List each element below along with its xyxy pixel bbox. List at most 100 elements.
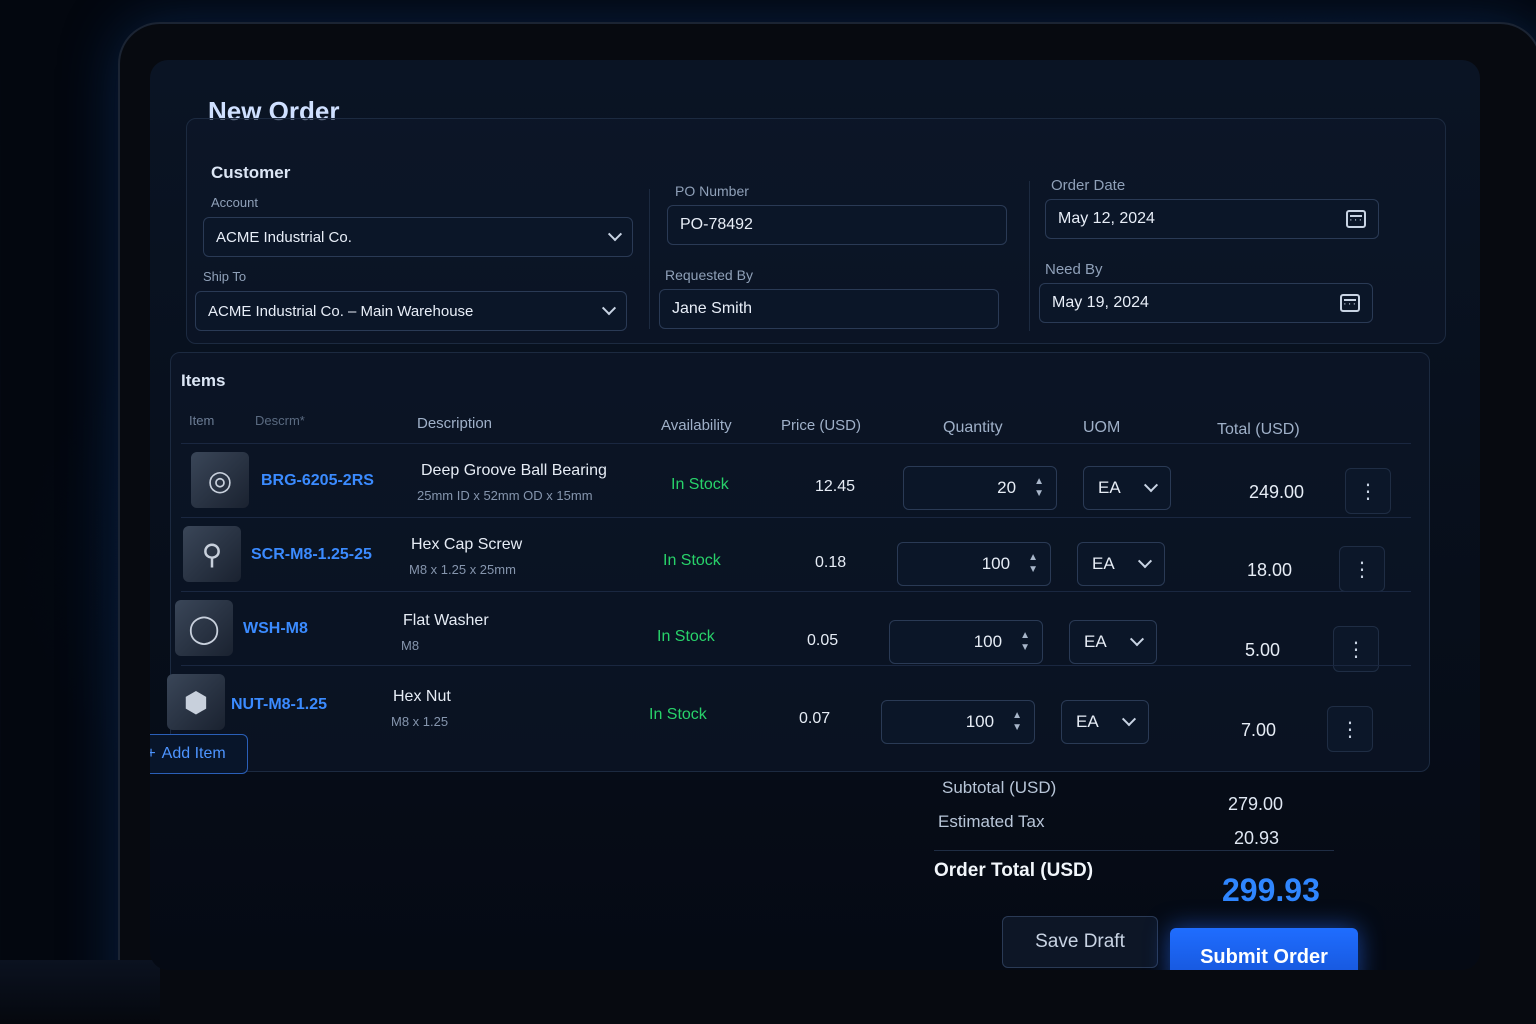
table-row: ⚲ SCR-M8-1.25-25 Hex Cap Screw M8 x 1.25… bbox=[181, 517, 1411, 592]
row-menu-icon[interactable]: ⋮ bbox=[1345, 468, 1391, 514]
line-total: 7.00 bbox=[1241, 720, 1277, 740]
save-draft-button[interactable]: Save Draft bbox=[1002, 916, 1158, 968]
row-menu-icon[interactable]: ⋮ bbox=[1333, 626, 1379, 672]
item-name: Hex Cap Screw bbox=[411, 536, 523, 553]
quantity-stepper[interactable]: 100 ▲ ▼ bbox=[881, 700, 1035, 744]
calendar-icon[interactable] bbox=[1340, 294, 1360, 312]
col-description: Description bbox=[417, 415, 493, 432]
subtotal-value: 279.00 bbox=[1228, 794, 1284, 814]
quantity-stepper[interactable]: 100 ▲ ▼ bbox=[897, 542, 1051, 586]
quantity-value: 20 bbox=[997, 478, 1017, 497]
requested-by-value: Jane Smith bbox=[672, 300, 753, 317]
col-quantity: Quantity bbox=[943, 419, 1003, 436]
availability-status: In Stock bbox=[671, 476, 729, 493]
add-item-button[interactable]: + Add Item bbox=[150, 734, 248, 774]
col-availability: Availability bbox=[661, 417, 732, 434]
app-screen: New Order Customer Account ACME Industri… bbox=[150, 60, 1480, 970]
col-price: Price (USD) bbox=[781, 417, 862, 434]
uom-value: EA bbox=[1098, 478, 1121, 497]
item-name: Hex Nut bbox=[393, 688, 451, 705]
quantity-stepper[interactable]: 100 ▲ ▼ bbox=[889, 620, 1043, 664]
order-total-label: Order Total (USD) bbox=[934, 860, 1094, 881]
quantity-value: 100 bbox=[981, 554, 1011, 573]
chevron-down-icon bbox=[1143, 478, 1159, 493]
customer-section-title: Customer bbox=[211, 163, 291, 182]
availability-status: In Stock bbox=[657, 628, 715, 645]
shipto-select[interactable]: ACME Industrial Co. – Main Warehouse bbox=[195, 291, 627, 331]
subtotal-label: Subtotal (USD) bbox=[942, 778, 1057, 797]
table-row: ⬢ NUT-M8-1.25 Hex Nut M8 x 1.25 In Stock… bbox=[167, 665, 1411, 752]
order-date-label: Order Date bbox=[1051, 177, 1126, 194]
washer-icon: ◯ bbox=[175, 600, 233, 656]
order-date-input[interactable]: May 12, 2024 bbox=[1045, 199, 1379, 239]
item-spec: M8 x 1.25 bbox=[391, 714, 449, 729]
shipto-value: ACME Industrial Co. – Main Warehouse bbox=[208, 302, 474, 320]
tax-label: Estimated Tax bbox=[938, 812, 1045, 831]
chevron-down-icon bbox=[1121, 712, 1137, 727]
column-divider bbox=[649, 189, 650, 329]
uom-select[interactable]: EA bbox=[1069, 620, 1157, 664]
add-item-label: Add Item bbox=[161, 745, 226, 762]
stepper-arrows-icon[interactable]: ▲ ▼ bbox=[1028, 552, 1038, 575]
laptop-keyboard bbox=[0, 960, 160, 1024]
stepper-arrows-icon[interactable]: ▲ ▼ bbox=[1012, 710, 1022, 733]
unit-price: 12.45 bbox=[815, 478, 856, 495]
uom-select[interactable]: EA bbox=[1061, 700, 1149, 744]
chevron-down-icon bbox=[601, 301, 617, 316]
unit-price: 0.18 bbox=[815, 554, 847, 571]
chevron-down-icon bbox=[1137, 554, 1153, 569]
screw-icon: ⚲ bbox=[183, 526, 241, 582]
po-number-value: PO-78492 bbox=[680, 216, 753, 233]
availability-status: In Stock bbox=[663, 552, 721, 569]
shipto-label: Ship To bbox=[203, 269, 247, 284]
calendar-icon[interactable] bbox=[1346, 210, 1366, 228]
account-label: Account bbox=[211, 195, 258, 210]
row-menu-icon[interactable]: ⋮ bbox=[1339, 546, 1385, 592]
account-value: ACME Industrial Co. bbox=[216, 228, 352, 246]
plus-icon: + bbox=[150, 745, 156, 762]
order-date-value: May 12, 2024 bbox=[1058, 210, 1155, 227]
uom-select[interactable]: EA bbox=[1077, 542, 1165, 586]
uom-select[interactable]: EA bbox=[1083, 466, 1171, 510]
stepper-arrows-icon[interactable]: ▲ ▼ bbox=[1034, 476, 1044, 499]
chevron-down-icon bbox=[1129, 632, 1145, 647]
requested-by-input[interactable]: Jane Smith bbox=[659, 289, 999, 329]
sku-link[interactable]: BRG-6205-2RS bbox=[261, 472, 374, 489]
need-by-label: Need By bbox=[1045, 261, 1103, 278]
row-menu-icon[interactable]: ⋮ bbox=[1327, 706, 1373, 752]
stepper-arrows-icon[interactable]: ▲ ▼ bbox=[1020, 630, 1030, 653]
col-description-short: Descrm* bbox=[255, 413, 305, 428]
col-total: Total (USD) bbox=[1217, 421, 1300, 438]
item-name: Deep Groove Ball Bearing bbox=[421, 462, 607, 479]
po-number-input[interactable]: PO-78492 bbox=[667, 205, 1007, 245]
sku-link[interactable]: NUT-M8-1.25 bbox=[231, 696, 328, 713]
need-by-value: May 19, 2024 bbox=[1052, 294, 1149, 311]
unit-price: 0.05 bbox=[807, 632, 839, 649]
sku-link[interactable]: WSH-M8 bbox=[243, 620, 308, 637]
uom-value: EA bbox=[1084, 632, 1107, 651]
account-select[interactable]: ACME Industrial Co. bbox=[203, 217, 633, 257]
col-item: Item bbox=[189, 413, 215, 428]
nut-icon: ⬢ bbox=[167, 674, 225, 730]
item-spec: M8 x 1.25 x 25mm bbox=[409, 562, 516, 577]
line-total: 18.00 bbox=[1247, 560, 1293, 580]
items-section-title: Items bbox=[181, 371, 226, 390]
item-name: Flat Washer bbox=[403, 612, 489, 629]
sku-link[interactable]: SCR-M8-1.25-25 bbox=[251, 546, 372, 563]
submit-order-button[interactable]: Submit Order bbox=[1170, 928, 1358, 970]
uom-value: EA bbox=[1076, 712, 1099, 731]
need-by-input[interactable]: May 19, 2024 bbox=[1039, 283, 1373, 323]
quantity-stepper[interactable]: 20 ▲ ▼ bbox=[903, 466, 1057, 510]
items-panel: Items Item Descrm* Description Availabil… bbox=[167, 352, 1430, 772]
summary-divider bbox=[934, 850, 1334, 851]
line-total: 249.00 bbox=[1249, 482, 1305, 502]
requested-by-label: Requested By bbox=[665, 267, 753, 283]
quantity-value: 100 bbox=[973, 632, 1003, 651]
bearing-icon: ◎ bbox=[191, 452, 249, 508]
col-uom: UOM bbox=[1083, 419, 1121, 436]
tax-value: 20.93 bbox=[1234, 828, 1280, 848]
availability-status: In Stock bbox=[649, 706, 707, 723]
quantity-value: 100 bbox=[965, 712, 995, 731]
order-total-value: 299.93 bbox=[1222, 872, 1320, 908]
po-number-label: PO Number bbox=[675, 183, 749, 199]
